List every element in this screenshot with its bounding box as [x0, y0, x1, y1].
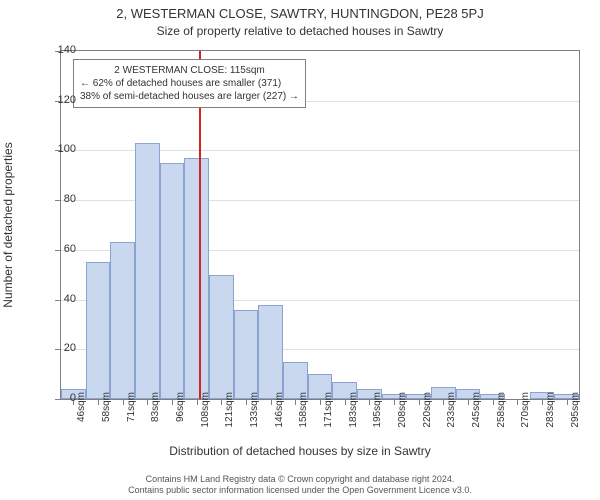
y-tick-label: 20 [36, 342, 76, 354]
x-tick-label: 283sqm [545, 392, 556, 442]
x-tick-mark [147, 399, 148, 405]
y-tick-label: 140 [36, 44, 76, 56]
x-tick-mark [123, 399, 124, 405]
x-tick-label: 71sqm [126, 392, 137, 442]
x-tick-label: 233sqm [446, 392, 457, 442]
x-tick-mark [98, 399, 99, 405]
y-axis-label: Number of detached properties [1, 142, 15, 307]
x-tick-label: 171sqm [323, 392, 334, 442]
x-tick-label: 295sqm [570, 392, 581, 442]
footer-line-1: Contains HM Land Registry data © Crown c… [0, 474, 600, 485]
bar [135, 143, 160, 399]
x-tick-mark [493, 399, 494, 405]
bar [234, 310, 259, 399]
x-tick-label: 108sqm [200, 392, 211, 442]
x-tick-label: 83sqm [150, 392, 161, 442]
y-tick-label: 100 [36, 143, 76, 155]
bar [258, 305, 283, 399]
bar [184, 158, 209, 399]
x-tick-label: 270sqm [520, 392, 531, 442]
y-tick-label: 120 [36, 94, 76, 106]
y-tick-label: 0 [36, 392, 76, 404]
x-tick-label: 121sqm [224, 392, 235, 442]
x-tick-mark [345, 399, 346, 405]
x-tick-label: 58sqm [101, 392, 112, 442]
x-tick-label: 195sqm [372, 392, 383, 442]
x-tick-label: 220sqm [422, 392, 433, 442]
x-tick-mark [369, 399, 370, 405]
annotation-line-1: 2 WESTERMAN CLOSE: 115sqm [80, 64, 299, 77]
annotation-line-3: 38% of semi-detached houses are larger (… [80, 90, 299, 103]
x-tick-mark [443, 399, 444, 405]
bar [110, 242, 135, 399]
x-tick-mark [542, 399, 543, 405]
x-tick-mark [567, 399, 568, 405]
plot-area: 2 WESTERMAN CLOSE: 115sqm ← 62% of detac… [60, 50, 580, 400]
x-tick-mark [172, 399, 173, 405]
x-tick-label: 46sqm [76, 392, 87, 442]
x-tick-label: 245sqm [471, 392, 482, 442]
chart-title: 2, WESTERMAN CLOSE, SAWTRY, HUNTINGDON, … [0, 6, 600, 21]
x-axis-label: Distribution of detached houses by size … [0, 444, 600, 458]
footer-attribution: Contains HM Land Registry data © Crown c… [0, 474, 600, 497]
x-tick-mark [394, 399, 395, 405]
y-tick-label: 60 [36, 243, 76, 255]
footer-line-2: Contains public sector information licen… [0, 485, 600, 496]
x-tick-label: 146sqm [274, 392, 285, 442]
annotation-box: 2 WESTERMAN CLOSE: 115sqm ← 62% of detac… [73, 59, 306, 108]
x-tick-mark [221, 399, 222, 405]
x-tick-mark [468, 399, 469, 405]
annotation-line-2: ← 62% of detached houses are smaller (37… [80, 77, 299, 90]
x-tick-label: 133sqm [249, 392, 260, 442]
bar [160, 163, 185, 399]
x-tick-mark [197, 399, 198, 405]
x-tick-label: 158sqm [298, 392, 309, 442]
x-tick-mark [320, 399, 321, 405]
x-tick-label: 258sqm [496, 392, 507, 442]
chart-container: 2, WESTERMAN CLOSE, SAWTRY, HUNTINGDON, … [0, 0, 600, 500]
x-tick-mark [271, 399, 272, 405]
chart-subtitle: Size of property relative to detached ho… [0, 24, 600, 38]
y-tick-label: 80 [36, 193, 76, 205]
x-tick-mark [517, 399, 518, 405]
x-tick-label: 208sqm [397, 392, 408, 442]
x-tick-label: 96sqm [175, 392, 186, 442]
x-tick-label: 183sqm [348, 392, 359, 442]
bar [86, 262, 111, 399]
x-tick-mark [295, 399, 296, 405]
y-tick-label: 40 [36, 293, 76, 305]
x-tick-mark [246, 399, 247, 405]
x-tick-mark [419, 399, 420, 405]
bar [209, 275, 234, 399]
